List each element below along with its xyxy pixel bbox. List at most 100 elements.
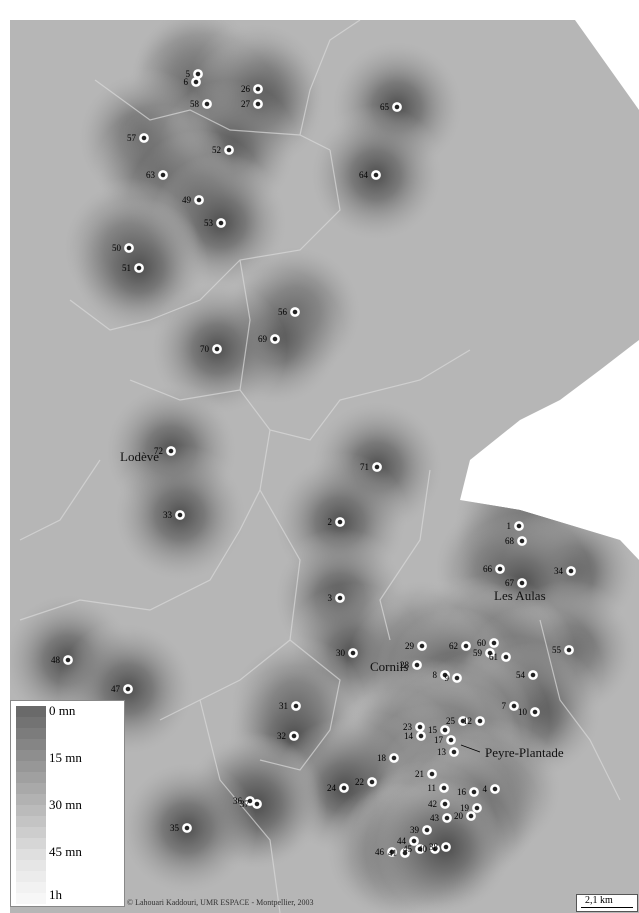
station-marker[interactable]: [452, 673, 462, 683]
station-marker[interactable]: [335, 593, 345, 603]
station-marker[interactable]: [193, 69, 203, 79]
station-marker[interactable]: [335, 517, 345, 527]
station-marker[interactable]: [566, 566, 576, 576]
station-label: 11: [427, 783, 436, 793]
station-marker[interactable]: [416, 731, 426, 741]
station-marker[interactable]: [216, 218, 226, 228]
station-marker[interactable]: [387, 847, 397, 857]
station-marker[interactable]: [371, 170, 381, 180]
station-marker[interactable]: [339, 783, 349, 793]
station-marker[interactable]: [441, 842, 451, 852]
station-marker[interactable]: [252, 799, 262, 809]
station-marker[interactable]: [489, 638, 499, 648]
station-marker[interactable]: [422, 825, 432, 835]
legend-color-step: [16, 860, 46, 871]
station-marker[interactable]: [514, 521, 524, 531]
station-marker[interactable]: [442, 813, 452, 823]
station-marker[interactable]: [367, 777, 377, 787]
station-marker[interactable]: [439, 783, 449, 793]
station-marker[interactable]: [501, 652, 511, 662]
station-label: 51: [122, 263, 131, 273]
station-label: 68: [505, 536, 515, 546]
station-marker[interactable]: [290, 307, 300, 317]
station-marker[interactable]: [495, 564, 505, 574]
station-marker[interactable]: [469, 787, 479, 797]
station-marker[interactable]: [490, 784, 500, 794]
station-label: 34: [554, 566, 564, 576]
station-label: 47: [111, 684, 121, 694]
station-label: 23: [403, 722, 413, 732]
station-marker[interactable]: [427, 769, 437, 779]
station-marker[interactable]: [430, 844, 440, 854]
station-label: 37: [240, 799, 250, 809]
station-marker[interactable]: [289, 731, 299, 741]
station-label: 66: [483, 564, 493, 574]
station-marker[interactable]: [440, 799, 450, 809]
station-marker[interactable]: [446, 735, 456, 745]
station-marker[interactable]: [412, 660, 422, 670]
station-label: 44: [397, 836, 407, 846]
station-marker[interactable]: [392, 102, 402, 112]
station-marker[interactable]: [348, 648, 358, 658]
station-marker[interactable]: [466, 811, 476, 821]
legend-color-step: [16, 728, 46, 739]
station-marker[interactable]: [415, 844, 425, 854]
station-label: 57: [127, 133, 137, 143]
station-marker[interactable]: [564, 645, 574, 655]
station-marker[interactable]: [517, 536, 527, 546]
station-marker[interactable]: [253, 84, 263, 94]
place-name: Peyre-Plantade: [485, 745, 564, 760]
station-marker[interactable]: [400, 848, 410, 858]
station-marker[interactable]: [212, 344, 222, 354]
station-marker[interactable]: [389, 753, 399, 763]
station-marker[interactable]: [139, 133, 149, 143]
station-marker[interactable]: [166, 446, 176, 456]
station-marker[interactable]: [417, 641, 427, 651]
station-marker[interactable]: [440, 670, 450, 680]
station-marker[interactable]: [475, 716, 485, 726]
station-marker[interactable]: [194, 195, 204, 205]
station-marker[interactable]: [253, 99, 263, 109]
station-label: 64: [359, 170, 369, 180]
station-marker[interactable]: [461, 641, 471, 651]
station-marker[interactable]: [409, 836, 419, 846]
station-label: 25: [446, 716, 456, 726]
station-label: 35: [170, 823, 180, 833]
station-label: 19: [460, 803, 470, 813]
station-marker[interactable]: [134, 263, 144, 273]
peyre-plantade-pointer: [460, 744, 481, 753]
station-marker[interactable]: [202, 99, 212, 109]
station-marker[interactable]: [372, 462, 382, 472]
station-marker[interactable]: [415, 722, 425, 732]
station-label: 26: [241, 84, 251, 94]
station-label: 17: [434, 735, 444, 745]
station-marker[interactable]: [530, 707, 540, 717]
station-marker[interactable]: [458, 716, 468, 726]
station-marker[interactable]: [158, 170, 168, 180]
station-marker[interactable]: [528, 670, 538, 680]
station-marker[interactable]: [472, 803, 482, 813]
station-label: 50: [112, 243, 122, 253]
legend-color-step: [16, 849, 46, 860]
station-marker[interactable]: [63, 655, 73, 665]
station-marker[interactable]: [485, 648, 495, 658]
station-marker[interactable]: [291, 701, 301, 711]
place-name: Cornils: [370, 659, 408, 674]
station-marker[interactable]: [509, 701, 519, 711]
station-marker[interactable]: [175, 510, 185, 520]
station-marker[interactable]: [182, 823, 192, 833]
station-marker[interactable]: [124, 243, 134, 253]
station-label: 12: [463, 716, 472, 726]
station-label: 16: [457, 787, 467, 797]
legend-color-step: [16, 761, 46, 772]
station-marker[interactable]: [440, 725, 450, 735]
station-marker[interactable]: [224, 145, 234, 155]
station-marker[interactable]: [449, 747, 459, 757]
station-marker[interactable]: [270, 334, 280, 344]
station-marker[interactable]: [191, 77, 201, 87]
station-label: 70: [200, 344, 210, 354]
station-marker[interactable]: [123, 684, 133, 694]
station-marker[interactable]: [517, 578, 527, 588]
station-label: 21: [415, 769, 424, 779]
